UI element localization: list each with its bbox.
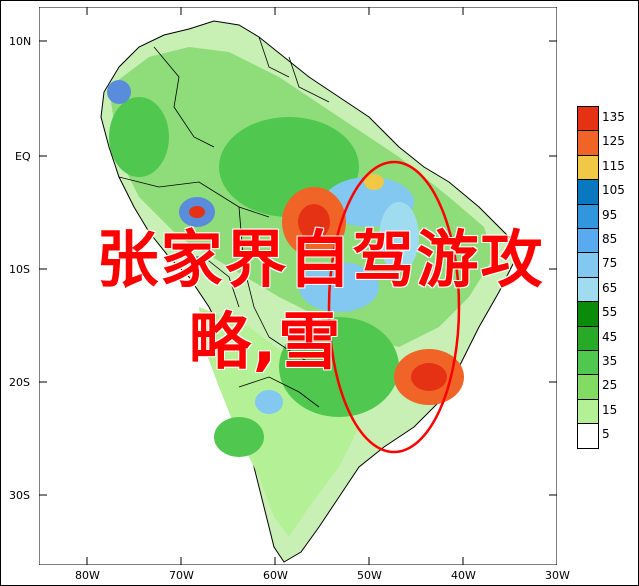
legend-label: 15 [602,402,618,417]
legend-swatch [578,424,598,449]
legend-swatch [578,350,598,376]
axis-ticks [39,7,557,565]
rain-patch-3 [214,417,264,457]
rain-hot-3 [298,204,330,240]
legend-label: 95 [602,207,618,222]
legend-swatch [578,204,598,229]
legend-label: 135 [602,110,625,124]
legend-swatch [578,375,598,400]
legend-swatch [578,399,598,425]
rain-hot-6 [364,174,384,190]
legend-label: 25 [602,378,618,393]
rain-zone-south [199,307,359,537]
legend-swatch [578,302,598,327]
lon-label-80w: 80W [75,569,100,582]
overlay-title-line2: 略,雪 [188,305,343,378]
legend-label: 55 [602,305,618,320]
legend-swatch [578,180,598,205]
legend-colorbar [577,106,599,450]
lat-label-10s: 10S [9,263,30,276]
lat-label-20s: 20S [9,376,30,389]
legend-swatch [578,131,598,156]
legend-label: 35 [602,354,618,368]
legend-swatch [578,155,598,181]
rain-patch-4 [279,317,399,417]
legend-label: 125 [602,134,625,149]
lat-label-eq: EQ [15,150,31,163]
legend-label: 5 [602,427,610,442]
lat-label-30s: 30S [9,489,30,502]
legend-label: 115 [602,158,625,173]
rain-blue-5 [379,202,419,272]
rain-patch-1 [109,97,169,177]
rain-hot-5 [411,363,447,391]
legend-label: 45 [602,329,618,344]
highlight-ring [327,160,461,454]
lat-label-10n: 10N [9,35,32,48]
legend-swatch [578,253,598,278]
legend-swatch [578,107,598,132]
lon-label-40w: 40W [451,569,476,582]
lon-label-50w: 50W [357,569,382,582]
map-plot [39,7,557,565]
legend-label: 105 [602,183,625,198]
rain-blue-1 [107,80,131,104]
lon-label-60w: 60W [263,569,288,582]
rain-blue-3 [255,390,283,414]
legend-label: 85 [602,232,618,246]
overlay-title-line1: 张家界自驾游攻 [96,223,545,296]
lon-label-70w: 70W [169,569,194,582]
legend-swatch [578,228,598,254]
rain-hot-1 [189,206,205,218]
lon-label-30w: 30W [545,569,570,582]
legend-swatch [578,326,598,351]
country-borders [118,36,330,408]
legend-label: 65 [602,280,618,295]
rain-blue-6 [299,262,379,312]
legend-swatch [578,277,598,303]
legend-label: 75 [602,256,618,271]
